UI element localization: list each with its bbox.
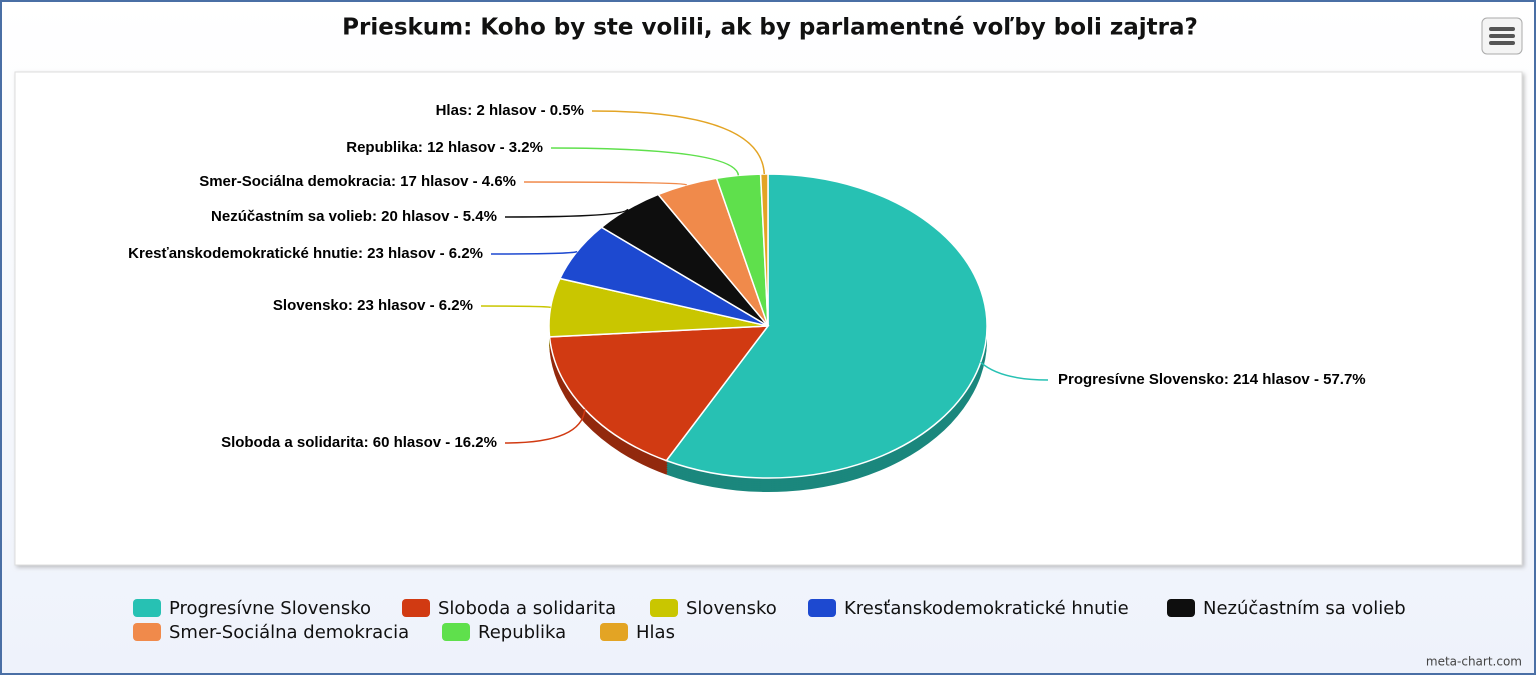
- data-label: Progresívne Slovensko: 214 hlasov - 57.7…: [1058, 371, 1366, 388]
- legend-swatch: [133, 623, 161, 641]
- legend-label: Sloboda a solidarita: [438, 598, 616, 619]
- legend-swatch: [442, 623, 470, 641]
- legend-swatch: [402, 599, 430, 617]
- data-label: Sloboda a solidarita: 60 hlasov - 16.2%: [221, 434, 497, 451]
- data-label: Nezúčastním sa volieb: 20 hlasov - 5.4%: [211, 208, 497, 225]
- data-label: Republika: 12 hlasov - 3.2%: [346, 139, 543, 156]
- connector: [480, 305, 551, 309]
- legend-label: Smer-Sociálna demokracia: [169, 622, 409, 643]
- chart-title: Prieskum: Koho by ste volili, ak by parl…: [342, 15, 1198, 41]
- slice: [665, 173, 988, 479]
- legend-swatch: [808, 599, 836, 617]
- credit: meta-chart.com: [1426, 655, 1522, 669]
- data-label: Hlas: 2 hlasov - 0.5%: [436, 102, 584, 119]
- data-label: Smer-Sociálna demokracia: 17 hlasov - 4.…: [199, 173, 516, 190]
- connector: [523, 181, 688, 186]
- connector: [550, 147, 740, 176]
- menu-bar: [1489, 41, 1515, 45]
- legend-swatch: [600, 623, 628, 641]
- menu-bar: [1489, 27, 1515, 31]
- connector: [490, 250, 578, 255]
- slice: [548, 325, 770, 462]
- connector: [504, 409, 586, 444]
- legend-swatch: [650, 599, 678, 617]
- menu-button[interactable]: [1481, 17, 1523, 55]
- legend-label: Nezúčastním sa volieb: [1203, 598, 1406, 619]
- legend-swatch: [133, 599, 161, 617]
- legend-swatch: [1167, 599, 1195, 617]
- connector: [980, 361, 1049, 381]
- data-label: Kresťanskodemokratické hnutie: 23 hlasov…: [128, 245, 483, 262]
- legend-label: Republika: [478, 622, 566, 643]
- connector: [504, 208, 629, 218]
- data-label: Slovensko: 23 hlasov - 6.2%: [273, 297, 473, 314]
- legend-label: Hlas: [636, 622, 675, 643]
- menu-bar: [1489, 34, 1515, 38]
- connector: [591, 110, 766, 175]
- legend-label: Progresívne Slovensko: [169, 598, 371, 619]
- legend-label: Kresťanskodemokratické hnutie: [844, 598, 1129, 619]
- legend-label: Slovensko: [686, 598, 777, 619]
